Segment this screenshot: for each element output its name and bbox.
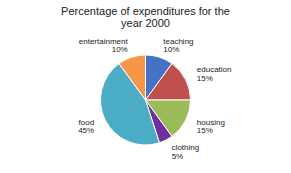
text-line: 5% <box>172 152 184 161</box>
text-line: clothing <box>172 143 200 152</box>
slice-label: food45% <box>78 118 94 136</box>
slice-label: housing15% <box>197 118 225 136</box>
pie-slice <box>146 64 191 100</box>
chart-container: Percentage of expenditures for theyear 2… <box>0 0 291 173</box>
text-line: 10% <box>112 45 128 54</box>
slice-label: education15% <box>197 65 232 83</box>
pie-slice <box>119 55 145 100</box>
slice-labels: teaching10%education15%housing15%clothin… <box>78 37 231 161</box>
chart: Percentage of expenditures for theyear 2… <box>0 0 291 173</box>
text-line: entertainment <box>79 37 129 46</box>
slice-label: teaching10% <box>163 37 193 55</box>
text-line: 15% <box>197 126 213 135</box>
text-line: year 2000 <box>121 17 170 29</box>
title: Percentage of expenditures for theyear 2… <box>61 5 230 29</box>
text-line: Percentage of expenditures for the <box>61 5 230 17</box>
text-line: 10% <box>163 45 179 54</box>
text-line: education <box>197 65 232 74</box>
pie <box>100 55 190 145</box>
slice-label: entertainment10% <box>79 37 129 55</box>
text-line: housing <box>197 118 225 127</box>
text-line: 45% <box>78 126 94 135</box>
slice-label: clothing5% <box>172 143 200 161</box>
text-line: food <box>79 118 95 127</box>
text-line: 15% <box>197 74 213 83</box>
text-line: teaching <box>163 37 193 46</box>
